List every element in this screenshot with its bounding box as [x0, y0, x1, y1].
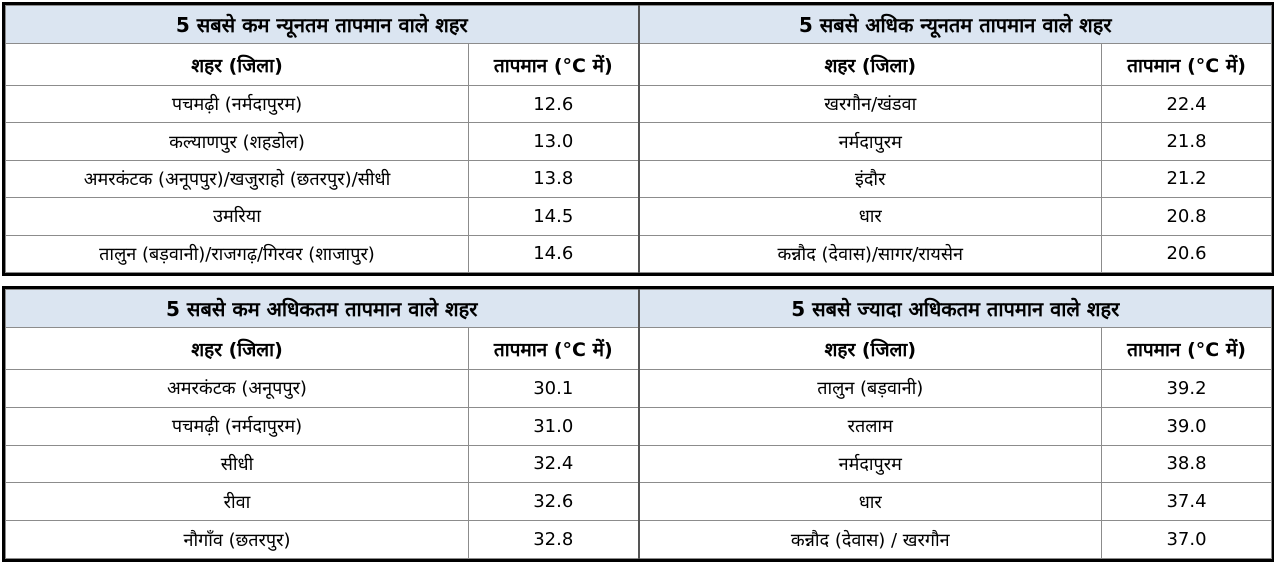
column-header-city: शहर (जिला): [5, 327, 469, 370]
city-cell: नर्मदापुरम: [637, 444, 1102, 484]
city-cell: धार: [637, 197, 1102, 236]
maximum-temperature-panel: 5 सबसे कम अधिकतम तापमान वाले शहर 5 सबसे …: [2, 286, 1274, 562]
city-cell: अमरकंटक (अनूपपुर)/खजुराहो (छतरपुर)/सीधी: [5, 159, 469, 199]
temperature-cell: 32.8: [468, 520, 639, 559]
table-row: पचमढ़ी (नर्मदापुरम) 31.0 रतलाम 39.0: [5, 406, 1272, 446]
temperature-cell: 31.0: [468, 406, 639, 446]
temperature-cell: 14.6: [468, 234, 639, 274]
minimum-temperature-table: 5 सबसे कम न्यूनतम तापमान वाले शहर 5 सबसे…: [5, 5, 1272, 274]
temperature-cell: 38.8: [1101, 444, 1272, 484]
column-header-row: शहर (जिला) तापमान (°C में) शहर (जिला) ता…: [5, 327, 1272, 370]
column-header-temperature: तापमान (°C में): [1101, 43, 1272, 86]
table-title-highest-minimum: 5 सबसे अधिक न्यूनतम तापमान वाले शहर: [637, 5, 1272, 44]
city-cell: रीवा: [5, 482, 469, 522]
city-cell: तालुन (बड़वानी): [637, 369, 1102, 408]
table-title-lowest-minimum: 5 सबसे कम न्यूनतम तापमान वाले शहर: [5, 5, 639, 44]
city-cell: धार: [637, 482, 1102, 522]
city-cell: तालुन (बड़वानी)/राजगढ़/गिरवर (शाजापुर): [5, 234, 469, 274]
city-cell: कल्याणपुर (शहडोल): [5, 122, 469, 161]
temperature-cell: 37.0: [1101, 520, 1272, 559]
table-row: रीवा 32.6 धार 37.4: [5, 482, 1272, 522]
table-title-lowest-maximum: 5 सबसे कम अधिकतम तापमान वाले शहर: [5, 289, 639, 328]
table-title-row: 5 सबसे कम न्यूनतम तापमान वाले शहर 5 सबसे…: [5, 5, 1272, 44]
table-row: उमरिया 14.5 धार 20.8: [5, 197, 1272, 236]
city-cell: कन्नौद (देवास) / खरगौन: [637, 520, 1102, 559]
city-cell: उमरिया: [5, 197, 469, 236]
temperature-cell: 20.6: [1101, 234, 1272, 274]
city-cell: अमरकंटक (अनूपपुर): [5, 369, 469, 408]
column-header-temperature: तापमान (°C में): [468, 327, 639, 370]
table-row: कल्याणपुर (शहडोल) 13.0 नर्मदापुरम 21.8: [5, 122, 1272, 161]
temperature-cell: 22.4: [1101, 84, 1272, 124]
table-row: सीधी 32.4 नर्मदापुरम 38.8: [5, 444, 1272, 484]
table-title-highest-maximum: 5 सबसे ज्यादा अधिकतम तापमान वाले शहर: [637, 289, 1272, 328]
temperature-cell: 13.0: [468, 122, 639, 161]
temperature-cell: 14.5: [468, 197, 639, 236]
column-header-temperature: तापमान (°C में): [468, 43, 639, 86]
city-cell: सीधी: [5, 444, 469, 484]
city-cell: खरगौन/खंडवा: [637, 84, 1102, 124]
minimum-temperature-panel: 5 सबसे कम न्यूनतम तापमान वाले शहर 5 सबसे…: [2, 2, 1274, 276]
table-row: नौगाँव (छतरपुर) 32.8 कन्नौद (देवास) / खर…: [5, 520, 1272, 559]
table-row: पचमढ़ी (नर्मदापुरम) 12.6 खरगौन/खंडवा 22.…: [5, 84, 1272, 124]
temperature-cell: 37.4: [1101, 482, 1272, 522]
temperature-cell: 30.1: [468, 369, 639, 408]
city-cell: नर्मदापुरम: [637, 122, 1102, 161]
maximum-temperature-table: 5 सबसे कम अधिकतम तापमान वाले शहर 5 सबसे …: [5, 289, 1272, 559]
temperature-cell: 21.8: [1101, 122, 1272, 161]
column-header-row: शहर (जिला) तापमान (°C में) शहर (जिला) ता…: [5, 43, 1272, 86]
temperature-cell: 20.8: [1101, 197, 1272, 236]
city-cell: इंदौर: [637, 159, 1102, 199]
column-header-city: शहर (जिला): [637, 43, 1102, 86]
city-cell: नौगाँव (छतरपुर): [5, 520, 469, 559]
temperature-cell: 12.6: [468, 84, 639, 124]
temperature-cell: 32.4: [468, 444, 639, 484]
table-row: अमरकंटक (अनूपपुर) 30.1 तालुन (बड़वानी) 3…: [5, 369, 1272, 408]
city-cell: पचमढ़ी (नर्मदापुरम): [5, 406, 469, 446]
temperature-cell: 39.0: [1101, 406, 1272, 446]
temperature-cell: 13.8: [468, 159, 639, 199]
table-row: तालुन (बड़वानी)/राजगढ़/गिरवर (शाजापुर) 1…: [5, 234, 1272, 274]
temperature-cell: 32.6: [468, 482, 639, 522]
column-header-temperature: तापमान (°C में): [1101, 327, 1272, 370]
table-title-row: 5 सबसे कम अधिकतम तापमान वाले शहर 5 सबसे …: [5, 289, 1272, 328]
table-row: अमरकंटक (अनूपपुर)/खजुराहो (छतरपुर)/सीधी …: [5, 159, 1272, 199]
temperature-cell: 39.2: [1101, 369, 1272, 408]
column-header-city: शहर (जिला): [5, 43, 469, 86]
column-header-city: शहर (जिला): [637, 327, 1102, 370]
city-cell: पचमढ़ी (नर्मदापुरम): [5, 84, 469, 124]
temperature-cell: 21.2: [1101, 159, 1272, 199]
city-cell: कन्नौद (देवास)/सागर/रायसेन: [637, 234, 1102, 274]
city-cell: रतलाम: [637, 406, 1102, 446]
